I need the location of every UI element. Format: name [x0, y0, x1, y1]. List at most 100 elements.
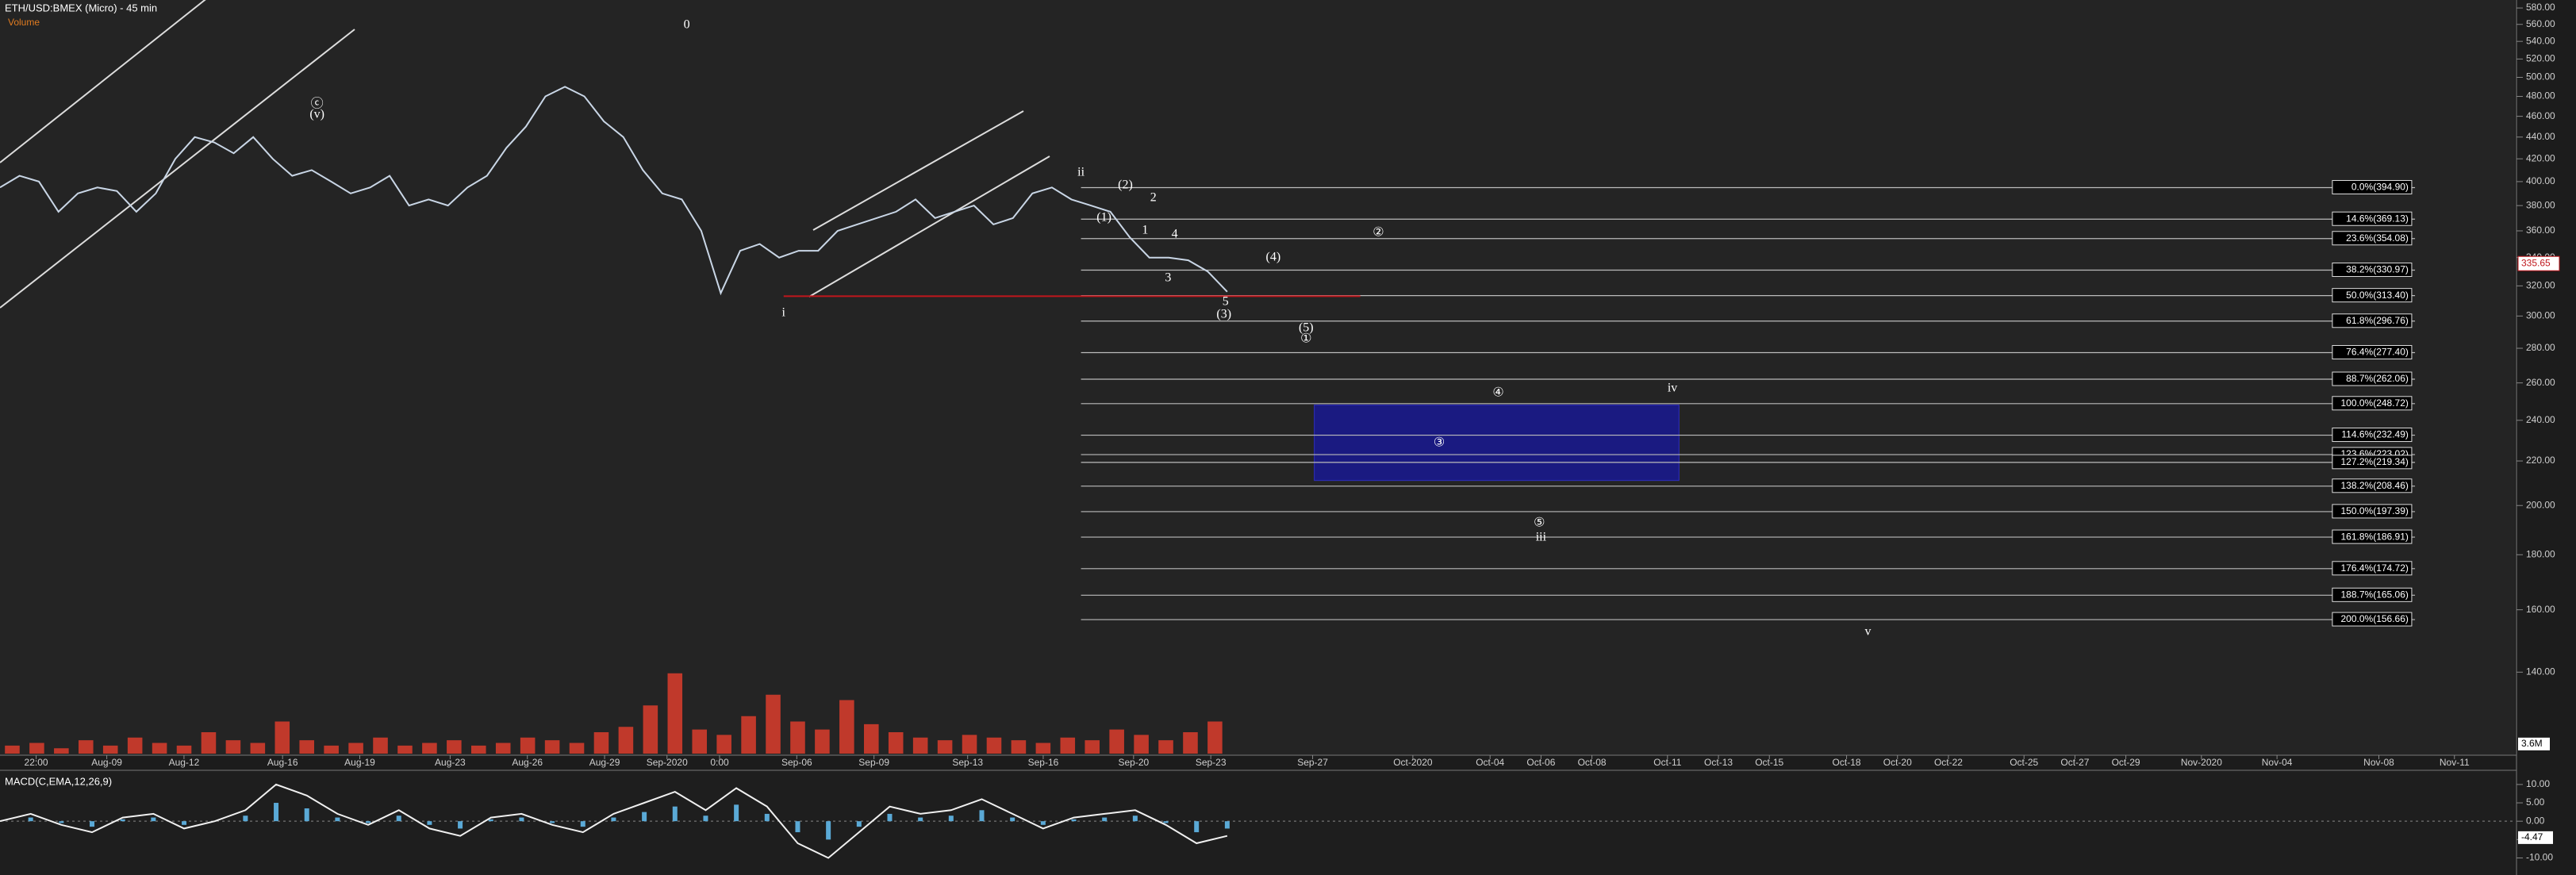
wave-label: (1): [1096, 211, 1111, 225]
volume-tag: [2518, 737, 2550, 750]
y-tick-label: 520.00: [2526, 53, 2555, 64]
last-price-label: 335.65: [2521, 257, 2551, 268]
macd-hist: [1040, 821, 1046, 825]
x-tick-label: 22:00: [25, 757, 48, 768]
fib-label: 14.6%(369.13): [2346, 213, 2409, 224]
fib-label-box: [2332, 529, 2413, 544]
wave-label: v: [1864, 625, 1871, 639]
volume-bar: [1085, 740, 1100, 754]
last-price-tag: [2517, 255, 2560, 271]
macd-hist: [703, 816, 708, 822]
volume-bar: [618, 727, 634, 754]
volume-bar: [839, 700, 854, 754]
y-tick-label: 360.00: [2526, 225, 2555, 236]
macd-hist: [826, 821, 831, 840]
x-tick-label: Aug-19: [344, 757, 375, 768]
x-tick-label: Oct-18: [1833, 757, 1861, 768]
volume-bar: [1183, 732, 1198, 754]
macd-hist: [1102, 817, 1108, 822]
wave-label: 4: [1172, 228, 1178, 241]
x-tick-label: Nov-2020: [2181, 757, 2222, 768]
fib-label: 161.8%(186.91): [2341, 531, 2409, 542]
macd-hist: [458, 821, 463, 829]
volume-bar: [373, 737, 388, 754]
y-tick-label: 400.00: [2526, 175, 2555, 186]
volume-bar: [741, 716, 756, 754]
x-tick-label: Oct-22: [1934, 757, 1963, 768]
fib-label-box: [2332, 345, 2413, 360]
x-tick-label: Oct-2020: [1393, 757, 1433, 768]
x-tick-label: Sep-23: [1196, 757, 1227, 768]
macd-hist: [1132, 816, 1138, 822]
y-tick-label: 280.00: [2526, 342, 2555, 353]
x-tick-label: Sep-20: [1118, 757, 1149, 768]
wave-label: (5): [1299, 321, 1314, 335]
fib-label: 150.0%(197.39): [2341, 505, 2409, 516]
x-tick-label: Oct-15: [1755, 757, 1783, 768]
x-tick-label: Aug-23: [435, 757, 466, 768]
channel-line: [812, 110, 1024, 231]
macd-hist: [948, 816, 954, 822]
volume-bar: [348, 743, 363, 754]
macd-hist: [550, 821, 555, 823]
macd-panel: [0, 771, 2515, 875]
macd-title: MACD(C,EMA,12,26,9): [5, 775, 112, 787]
volume-bar: [29, 743, 44, 754]
macd-hist: [795, 821, 800, 833]
volume-bar: [274, 721, 290, 754]
y-tick-label: 260.00: [2526, 377, 2555, 388]
volume-bar: [864, 723, 879, 754]
macd-hist: [427, 821, 432, 825]
volume-bar: [937, 740, 953, 754]
volume-bar: [766, 694, 781, 754]
macd-hist: [182, 821, 187, 825]
wave-label: ④: [1492, 386, 1503, 400]
x-tick-label: Nov-04: [2262, 757, 2293, 768]
volume-bar: [201, 732, 217, 754]
wave-label: 3: [1165, 271, 1171, 285]
volume-bar: [471, 745, 486, 754]
macd-hist: [304, 808, 309, 822]
wave-label: 2: [1150, 191, 1157, 205]
volume-bar: [225, 740, 241, 754]
macd-hist: [335, 817, 340, 822]
fib-label-box: [2332, 231, 2413, 246]
volume-tick-label: 3.6M: [2521, 738, 2543, 749]
volume-bar: [912, 737, 928, 754]
volume-bar: [447, 740, 462, 754]
fib-label-box: [2332, 371, 2413, 386]
macd-hist: [519, 817, 524, 822]
y-tick-label: 580.00: [2526, 2, 2555, 13]
macd-hist: [580, 821, 585, 827]
volume-bar: [986, 737, 1002, 754]
wave-label: (4): [1266, 251, 1281, 264]
x-tick-label: Oct-25: [2010, 757, 2038, 768]
fib-label: 188.7%(165.06): [2341, 589, 2409, 600]
macd-hist: [366, 821, 371, 823]
wave-label: ⓒ: [311, 97, 324, 111]
x-tick-label: Oct-04: [1476, 757, 1504, 768]
wave-label: (v): [309, 108, 324, 121]
fib-label: 50.0%(313.40): [2346, 290, 2409, 301]
y-tick-label: 180.00: [2526, 548, 2555, 559]
volume-bar: [5, 745, 20, 754]
volume-bar: [324, 745, 339, 754]
macd-hist: [120, 819, 125, 822]
volume-bar: [716, 735, 731, 754]
x-tick-label: Sep-06: [781, 757, 812, 768]
volume-bar: [1134, 735, 1149, 754]
y-tick-label: 200.00: [2526, 499, 2555, 510]
macd-hist: [1224, 821, 1230, 829]
series-line: [0, 86, 1228, 296]
series-line: [0, 783, 1228, 859]
macd-hist: [979, 810, 985, 822]
fib-label-box: [2332, 263, 2413, 278]
fib-label-box: [2332, 587, 2413, 602]
fib-label: 61.8%(296.76): [2346, 315, 2409, 326]
fib-label: 176.4%(174.72): [2341, 562, 2409, 574]
y-tick-label: 240.00: [2526, 414, 2555, 425]
volume-bar: [1158, 740, 1173, 754]
macd-hist: [918, 817, 923, 822]
y-tick-label: 380.00: [2526, 199, 2555, 210]
